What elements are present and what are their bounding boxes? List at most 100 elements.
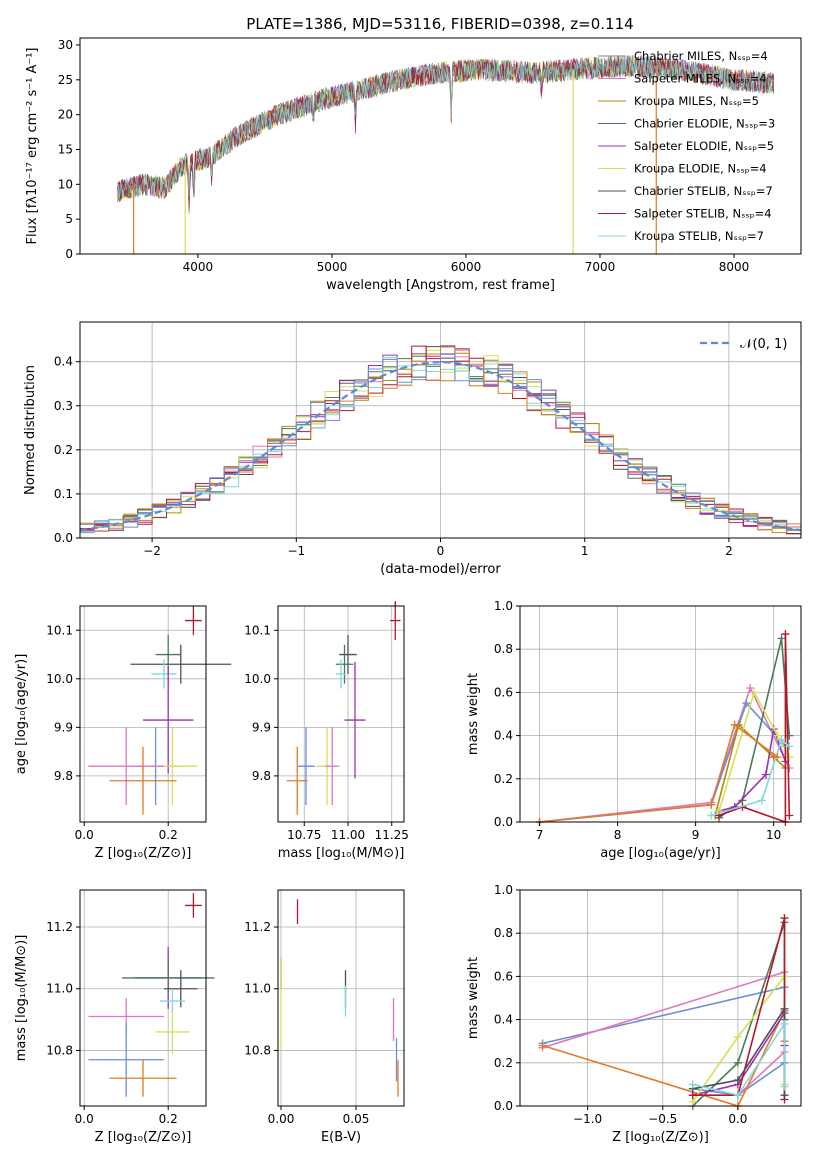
x-tick-label: −2 bbox=[143, 544, 161, 558]
weight-marker bbox=[781, 630, 790, 639]
x-tick-label: −1 bbox=[287, 544, 305, 558]
figure-title: PLATE=1386, MJD=53116, FIBERID=0398, z=0… bbox=[246, 15, 633, 33]
error-bar-point bbox=[325, 727, 340, 806]
y-tick-label: 10.1 bbox=[244, 623, 271, 637]
x-tick-label: 11.00 bbox=[331, 828, 365, 842]
weight-marker bbox=[773, 753, 782, 762]
legend-label: Kroupa ELODIE, Nₛₛₚ=4 bbox=[634, 162, 767, 176]
x-tick-label: 4000 bbox=[183, 260, 214, 274]
legend-label: Kroupa STELIB, Nₛₛₚ=7 bbox=[634, 229, 764, 243]
weight-vs-metallicity-panel: −1.0 −0.5 0.0 0.0 0.2 0.4 0.6 0.8 1.0 Z [log₁₀(Z/… bbox=[466, 883, 802, 1145]
y-tick-label: 15 bbox=[58, 142, 73, 156]
plot-area bbox=[286, 601, 401, 815]
y-tick-label: 0.0 bbox=[54, 531, 73, 545]
y-tick-label: 20 bbox=[58, 108, 73, 122]
axes-frame bbox=[79, 605, 207, 823]
weight-line bbox=[710, 738, 790, 817]
error-bar-point bbox=[155, 1010, 190, 1054]
weight-marker bbox=[780, 1004, 789, 1013]
x-tick-label: 8000 bbox=[719, 260, 750, 274]
y-tick-label: 0.3 bbox=[54, 399, 73, 413]
weight-line bbox=[718, 690, 791, 812]
normal-curve bbox=[79, 360, 802, 532]
weight-marker bbox=[733, 1076, 742, 1085]
error-bar-point bbox=[88, 1022, 164, 1097]
axes-frame bbox=[277, 605, 405, 823]
weight-line bbox=[718, 638, 791, 819]
x-tick-label: 10 bbox=[766, 828, 781, 842]
y-tick-label: 0.2 bbox=[494, 772, 513, 786]
y-tick-label: 10.1 bbox=[46, 623, 73, 637]
y-tick-label: 0.4 bbox=[494, 729, 513, 743]
weight-vs-age-panel: 7 8 9 10 0.0 0.2 0.4 0.6 0.8 1.0 age [log₁₀(age/yr… bbox=[466, 599, 802, 861]
weight-marker bbox=[780, 1082, 789, 1091]
weight-marker bbox=[733, 1032, 742, 1041]
y-tick-label: 1.0 bbox=[494, 599, 513, 613]
weight-marker bbox=[777, 634, 786, 643]
age-vs-metallicity-panel: 0.0 0.2 9.8 9.9 10.0 10.1 Z [log₁₀(Z/Z⊙)] age [… bbox=[14, 605, 232, 861]
weight-marker bbox=[538, 1041, 547, 1050]
legend-label: Chabrier STELIB, Nₛₛₚ=7 bbox=[634, 184, 773, 198]
x-tick-label: 0.0 bbox=[75, 828, 94, 842]
x-tick-label: −0.5 bbox=[648, 1112, 677, 1126]
y-axis-label: mass weight bbox=[466, 957, 481, 1039]
mass-vs-metallicity-panel: 0.0 0.2 10.8 11.0 11.2 Z [log₁₀(Z/Z⊙)] mass [l… bbox=[14, 889, 215, 1145]
y-tick-label: 0.4 bbox=[494, 1013, 513, 1027]
y-axis-label: age [log₁₀(age/yr)] bbox=[14, 654, 29, 775]
error-bar-point bbox=[286, 746, 308, 815]
x-axis-label: E(B-V) bbox=[321, 1130, 361, 1145]
plot-area bbox=[117, 54, 775, 254]
error-bar-point bbox=[335, 659, 347, 689]
y-tick-label: 0.6 bbox=[494, 969, 513, 983]
age-vs-mass-panel: 10.75 11.00 11.25 9.8 9.9 10.0 10.1 mass [log₁₀… bbox=[244, 601, 409, 861]
y-tick-label: 10.0 bbox=[46, 672, 73, 686]
x-axis-label: mass [log₁₀(M/M⊙)] bbox=[278, 846, 405, 861]
x-tick-label: 0 bbox=[437, 544, 445, 558]
weight-marker bbox=[707, 811, 716, 820]
weight-marker bbox=[780, 914, 789, 923]
weight-line bbox=[718, 634, 791, 824]
error-bar-point bbox=[297, 727, 315, 806]
weight-marker bbox=[777, 735, 786, 744]
error-bar-point bbox=[159, 988, 185, 1014]
y-axis-label: mass [log₁₀(M/M⊙)] bbox=[14, 935, 29, 1062]
x-axis-label: Z [log₁₀(Z/Z⊙)] bbox=[95, 1130, 192, 1145]
axes-frame bbox=[277, 889, 405, 1107]
weight-marker bbox=[733, 1058, 742, 1067]
error-bar-point bbox=[143, 666, 194, 774]
x-tick-label: 7 bbox=[536, 828, 544, 842]
weight-marker bbox=[742, 699, 751, 708]
error-bar-point bbox=[88, 727, 164, 806]
y-tick-label: 25 bbox=[58, 73, 73, 87]
legend-label: Salpeter ELODIE, Nₛₛₚ=5 bbox=[634, 139, 774, 153]
x-tick-label: 2 bbox=[725, 544, 733, 558]
x-axis-label: Z [log₁₀(Z/Z⊙)] bbox=[612, 1130, 709, 1145]
legend-label: Chabrier MILES, Nₛₛₚ=4 bbox=[634, 49, 768, 63]
legend-label: Salpeter MILES, Nₛₛₚ=4 bbox=[634, 72, 767, 86]
axes-frame bbox=[519, 605, 802, 823]
x-tick-label: 0.00 bbox=[268, 1112, 295, 1126]
error-bar-point bbox=[130, 644, 232, 684]
plot-area bbox=[538, 914, 789, 1110]
y-tick-label: 11.2 bbox=[46, 920, 73, 934]
error-bar-point bbox=[109, 746, 177, 815]
x-tick-label: 6000 bbox=[451, 260, 482, 274]
legend-label: Salpeter STELIB, Nₛₛₚ=4 bbox=[634, 207, 772, 221]
y-tick-label: 11.0 bbox=[46, 982, 73, 996]
x-tick-label: 0.2 bbox=[159, 828, 178, 842]
error-bar-point bbox=[185, 606, 202, 636]
y-tick-label: 0.2 bbox=[494, 1056, 513, 1070]
y-tick-label: 0.6 bbox=[494, 685, 513, 699]
y-tick-label: 9.8 bbox=[252, 769, 271, 783]
x-tick-label: 0.05 bbox=[343, 1112, 370, 1126]
axes-frame bbox=[79, 37, 802, 255]
histogram-step bbox=[80, 353, 801, 531]
axes-frame bbox=[79, 889, 207, 1107]
y-tick-label: 11.2 bbox=[244, 920, 271, 934]
x-axis-label: wavelength [Angstrom, rest frame] bbox=[326, 278, 555, 293]
weight-marker bbox=[761, 770, 770, 779]
y-axis-label: Flux [fλ10⁻¹⁷ erg cm⁻² s⁻¹ A⁻¹] bbox=[25, 48, 40, 245]
legend-label: Chabrier ELODIE, Nₛₛₚ=3 bbox=[634, 117, 775, 131]
plot-area bbox=[280, 899, 399, 1097]
spectrum-line bbox=[117, 55, 774, 199]
